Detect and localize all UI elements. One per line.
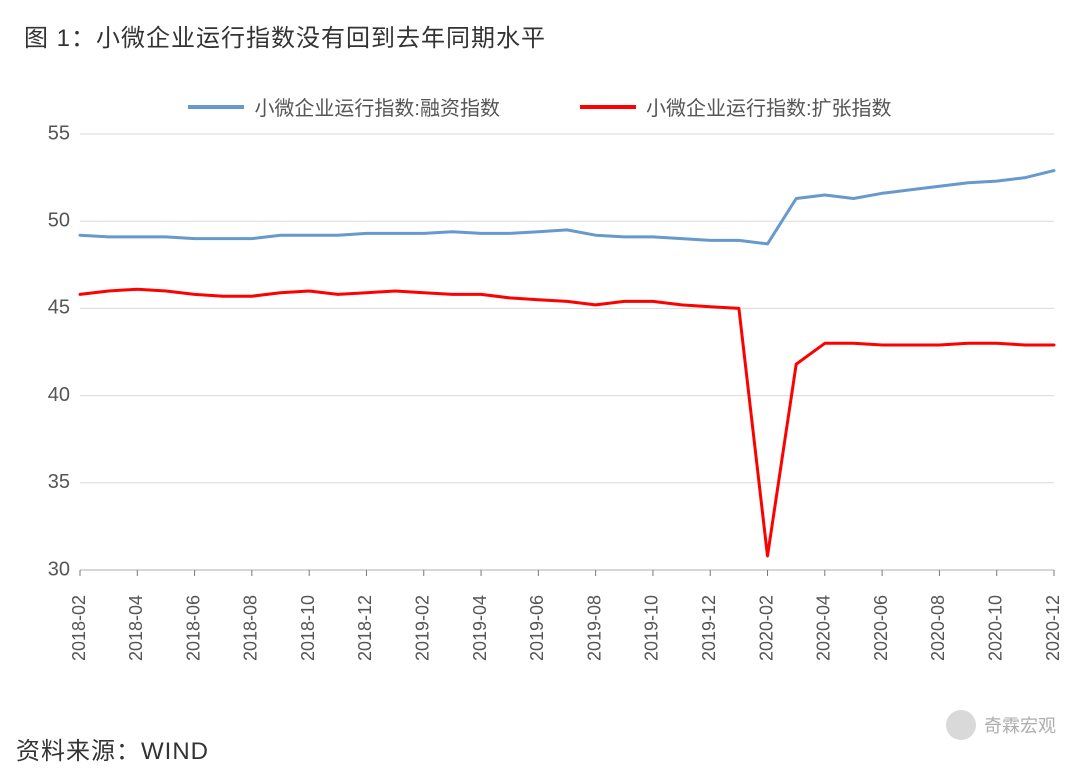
svg-text:2019-06: 2019-06: [527, 595, 547, 661]
chart-area: 30 35 40 45 50 55 2018-02 2018-04 2018-06 2018-08…: [24, 90, 1064, 690]
svg-text:2018-08: 2018-08: [241, 595, 261, 661]
svg-text:2018-04: 2018-04: [126, 595, 146, 661]
svg-text:2019-12: 2019-12: [699, 595, 719, 661]
chart-svg: 30 35 40 45 50 55 2018-02 2018-04 2018-06 2018-08…: [24, 90, 1064, 690]
svg-text:2019-10: 2019-10: [642, 595, 662, 661]
chart-title: 图 1：小微企业运行指数没有回到去年同期水平: [24, 18, 546, 53]
svg-text:2018-10: 2018-10: [298, 595, 318, 661]
svg-text:2020-06: 2020-06: [871, 595, 891, 661]
svg-text:2018-06: 2018-06: [183, 595, 203, 661]
svg-text:2020-08: 2020-08: [928, 595, 948, 661]
svg-text:2019-02: 2019-02: [413, 595, 433, 661]
svg-text:50: 50: [48, 209, 70, 231]
svg-text:40: 40: [48, 384, 70, 406]
svg-text:2019-04: 2019-04: [470, 595, 490, 661]
svg-text:2018-12: 2018-12: [355, 595, 375, 661]
svg-text:2020-04: 2020-04: [814, 595, 834, 661]
watermark-avatar-icon: [946, 710, 976, 740]
svg-text:45: 45: [48, 297, 70, 319]
svg-text:30: 30: [48, 558, 70, 580]
watermark-text: 奇霖宏观: [984, 712, 1056, 738]
svg-text:2020-10: 2020-10: [985, 595, 1005, 661]
svg-text:2020-12: 2020-12: [1043, 595, 1063, 661]
svg-text:55: 55: [48, 122, 70, 144]
source-text: 资料来源：WIND: [16, 731, 209, 766]
watermark: 奇霖宏观: [946, 710, 1056, 740]
svg-text:2019-08: 2019-08: [584, 595, 604, 661]
svg-text:35: 35: [48, 471, 70, 493]
svg-text:2020-02: 2020-02: [756, 595, 776, 661]
svg-text:2018-02: 2018-02: [69, 595, 89, 661]
